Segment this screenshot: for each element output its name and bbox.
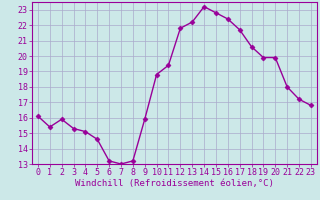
X-axis label: Windchill (Refroidissement éolien,°C): Windchill (Refroidissement éolien,°C) bbox=[75, 179, 274, 188]
